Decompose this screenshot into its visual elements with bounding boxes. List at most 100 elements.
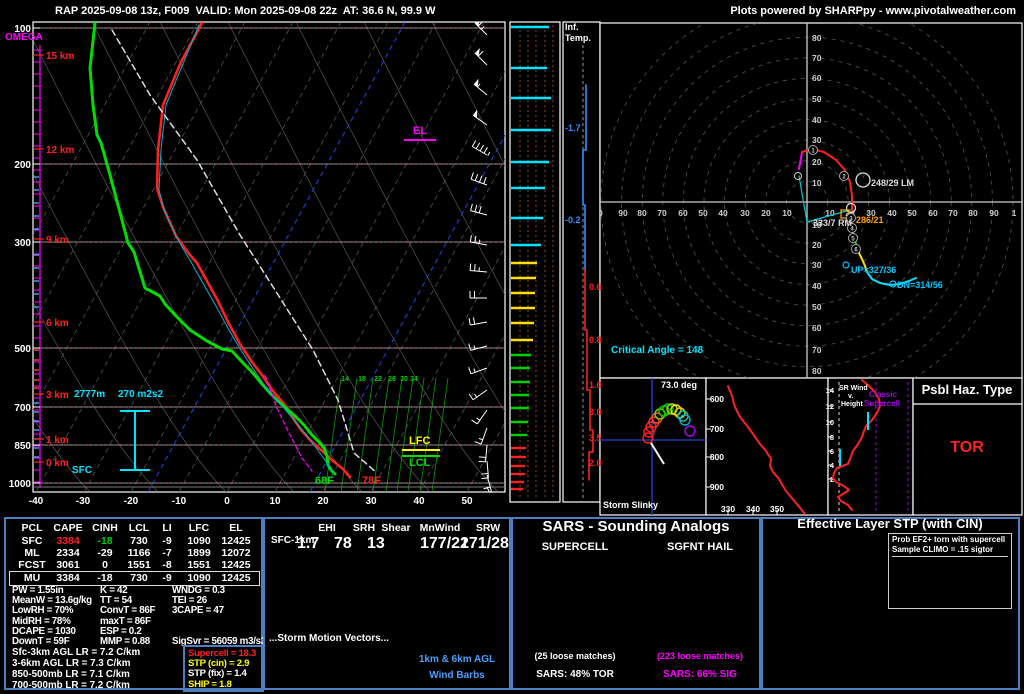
wind-barbs-caption-2: Wind Barbs [429, 670, 485, 681]
barb-tick [469, 263, 472, 271]
pressure-label: 100 [14, 24, 31, 35]
kin-value: 13 [367, 535, 385, 552]
pcl-cell: 12072 [221, 547, 251, 560]
kin-row-label: SFC-1km [271, 535, 315, 546]
barb-tick [474, 173, 479, 181]
stat-value: K = 42 [100, 585, 128, 596]
srwind-title-3: Height [841, 401, 863, 408]
theta-y-label: 900 [710, 482, 724, 492]
hodograph-plot-area: 8070605040302010102030405060708000908070… [593, 23, 1022, 378]
hodo-ring-label: 40 [718, 208, 728, 218]
kin-value: 78 [334, 535, 352, 552]
wind-barb [480, 427, 488, 445]
stp-inset-line-1: Prob EF2+ torn with supercell [892, 535, 1006, 544]
kin-value: 1.7 [297, 535, 320, 552]
profile-dewpoint [88, 22, 337, 476]
temp-axis-label: -30 [76, 496, 91, 507]
barb-tick [469, 235, 472, 243]
pcl-cell: -29 [97, 547, 113, 560]
barb-half-tick [477, 83, 481, 88]
hodo-ring-label: 10 [782, 208, 792, 218]
surface-wind-marker [794, 172, 802, 180]
slinky-circle [662, 403, 674, 415]
hodo-ring-label: 10 [825, 208, 835, 218]
temp-axis-label: 0 [224, 496, 230, 507]
temp-axis-label: 30 [365, 496, 377, 507]
wind-barb [472, 114, 488, 126]
cloud-layer-mean-wind-label: 286/21 [856, 215, 884, 225]
sars-hail-matches: (223 loose matches) [656, 651, 744, 661]
hodo-km-marker [847, 223, 857, 233]
slinky-title: Storm Slinky [603, 500, 659, 510]
hodo-ring-label: 80 [812, 33, 822, 43]
cold-advection-value: -1.7 [565, 123, 581, 133]
index-value: STP (fix) = 1.4 [188, 668, 247, 680]
barb-tick [486, 498, 492, 501]
pcl-cell: 1090 [187, 535, 211, 547]
hodo-ring-label: 80 [968, 208, 978, 218]
moist-adiabat [407, 377, 425, 492]
effective-inflow-base-label: 2777m [74, 389, 106, 400]
barb-tick [487, 490, 492, 492]
theta-e-frame [705, 377, 829, 516]
pcl-cell: 3384 [56, 535, 80, 547]
moist-adiabat-label: 18 [358, 376, 366, 383]
index-value: STP (cin) = 2.9 [188, 658, 250, 670]
barb-half-tick [480, 26, 485, 30]
hodo-ring-label: 00 [593, 208, 603, 218]
barb-half-tick [487, 151, 491, 156]
profile-parcel-trace [111, 29, 378, 474]
pcl-cell: 1166 [127, 547, 151, 560]
barb-half-tick [474, 393, 478, 398]
moist-adiabat [396, 377, 414, 492]
pcl-cell: 0 [102, 559, 108, 572]
kin-header: SRW [475, 522, 501, 534]
barb-tick [470, 203, 473, 211]
sfc-level-label: SFC [72, 465, 92, 476]
hodo-km-marker [808, 145, 818, 155]
hodo-ring-label: 80 [812, 366, 822, 376]
pcl-header: LCL [128, 522, 150, 534]
hodo-ring-label: 30 [740, 208, 750, 218]
sr-wind-curve [832, 379, 881, 511]
temp-axis-label: 10 [269, 496, 281, 507]
title-credit: Plots powered by SHARPpy - www.pivotalwe… [730, 5, 1016, 17]
barb-tick [468, 367, 472, 374]
hodo-km-number: 5 [851, 237, 855, 243]
skewt-plot-area: 14 18 22 26 30 34 [33, 22, 505, 505]
stat-value: SigSvr = 56059 m3/s3 [172, 636, 266, 647]
sr-wind-frame [827, 377, 914, 516]
warm-advection-value: 3.5 [589, 433, 602, 443]
hodo-ring-label: 50 [812, 94, 822, 104]
pcl-cell: 3384 [56, 571, 80, 584]
hodo-ring-label: 60 [812, 323, 822, 333]
sars-title: SARS - Sounding Analogs [542, 518, 730, 535]
pcl-cell: -18 [97, 571, 113, 584]
dry-adiabat [363, 22, 505, 296]
kinematics-panel: EHI SRH Shear MnWind SRW SFC-1km 1.7 78 13 177/22… [263, 517, 511, 690]
hodo-ring-label: 50 [907, 208, 917, 218]
hodo-12km-plus [798, 151, 803, 170]
stat-value: 3CAPE = 47 [172, 605, 224, 617]
critical-angle-label: Critical Angle = 148 [611, 345, 704, 356]
warm-advection-value: 0.8 [589, 335, 602, 345]
slinky-circle [684, 425, 696, 437]
hodo-km-number: 3 [849, 217, 853, 223]
dry-adiabat [227, 22, 499, 492]
dry-adiabat [159, 22, 431, 492]
mu-row-highlight [9, 570, 260, 586]
hodo-ring-label: 70 [812, 53, 822, 63]
hodo-ring-label: 90 [618, 208, 628, 218]
moist-adiabat-label: 22 [374, 376, 382, 383]
pcl-cell: -9 [162, 571, 172, 584]
title-model-valid-info: RAP 2025-09-08 13z, F009 VALID: Mon 2025… [55, 5, 436, 17]
barb-tick [488, 502, 494, 505]
wind-barb [470, 210, 488, 216]
hodo-ring-label: 30 [866, 208, 876, 218]
left-mover-marker [855, 172, 871, 188]
pcl-cell: 1551 [187, 559, 211, 572]
wind-barb [486, 474, 492, 492]
barb-tick [479, 144, 485, 152]
pcl-cell: -8 [162, 559, 172, 572]
